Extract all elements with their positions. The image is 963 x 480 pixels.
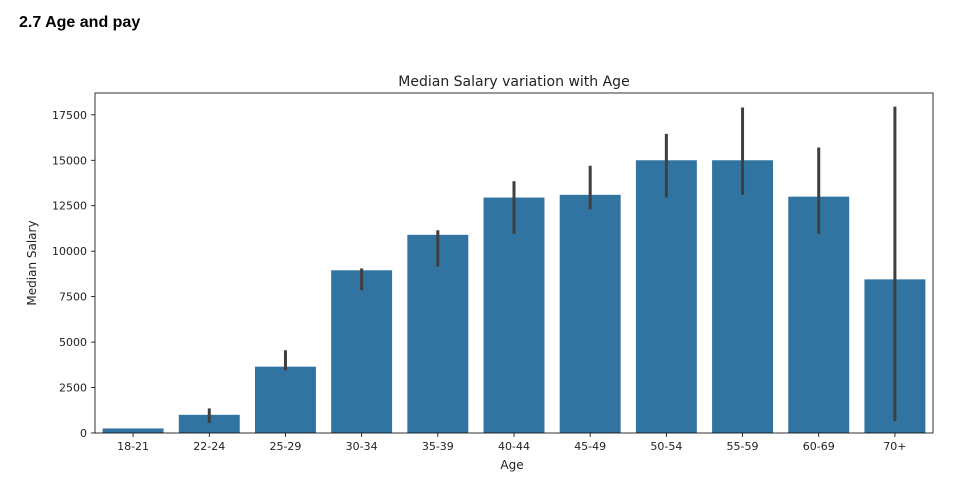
x-tick-label: 45-49 <box>574 440 606 453</box>
y-tick-label: 7500 <box>59 291 87 304</box>
bar-25-29 <box>254 366 316 433</box>
bar-30-34 <box>331 270 393 433</box>
section-heading: 2.7 Age and pay <box>19 14 141 31</box>
y-tick-label: 12500 <box>52 200 87 213</box>
bar-35-39 <box>407 234 469 433</box>
x-tick-label: 60-69 <box>803 440 835 453</box>
y-tick-label: 10000 <box>52 245 87 258</box>
y-tick-label: 5000 <box>59 336 87 349</box>
bar-60-69 <box>788 196 850 433</box>
x-axis-label: Age <box>500 458 523 472</box>
bar-45-49 <box>559 194 621 433</box>
x-tick-label: 30-34 <box>346 440 378 453</box>
bar-55-59 <box>712 160 774 434</box>
plot-area: 18-21 22-24 25-29 30-34 35-39 40-44 45-49 50-54… <box>52 92 934 453</box>
chart-title: Median Salary variation with Age <box>398 74 629 90</box>
y-tick-label: 17500 <box>52 109 87 122</box>
x-tick-label: 40-44 <box>498 440 530 453</box>
bar-22-24 <box>178 414 240 433</box>
y-axis-label: Median Salary <box>25 220 39 305</box>
bar-18-21 <box>102 428 164 433</box>
y-tick-label: 15000 <box>52 154 87 167</box>
x-tick-label: 18-21 <box>117 440 149 453</box>
x-tick-label: 35-39 <box>422 440 454 453</box>
x-tick-label: 25-29 <box>269 440 301 453</box>
y-tick-label: 2500 <box>59 382 87 395</box>
bar-50-54 <box>635 160 697 434</box>
x-tick-label: 22-24 <box>193 440 225 453</box>
x-tick-label: 50-54 <box>650 440 682 453</box>
x-tick-label: 55-59 <box>727 440 759 453</box>
bar-40-44 <box>483 197 545 433</box>
x-tick-label: 70+ <box>883 440 906 453</box>
y-tick-label: 0 <box>80 427 87 440</box>
